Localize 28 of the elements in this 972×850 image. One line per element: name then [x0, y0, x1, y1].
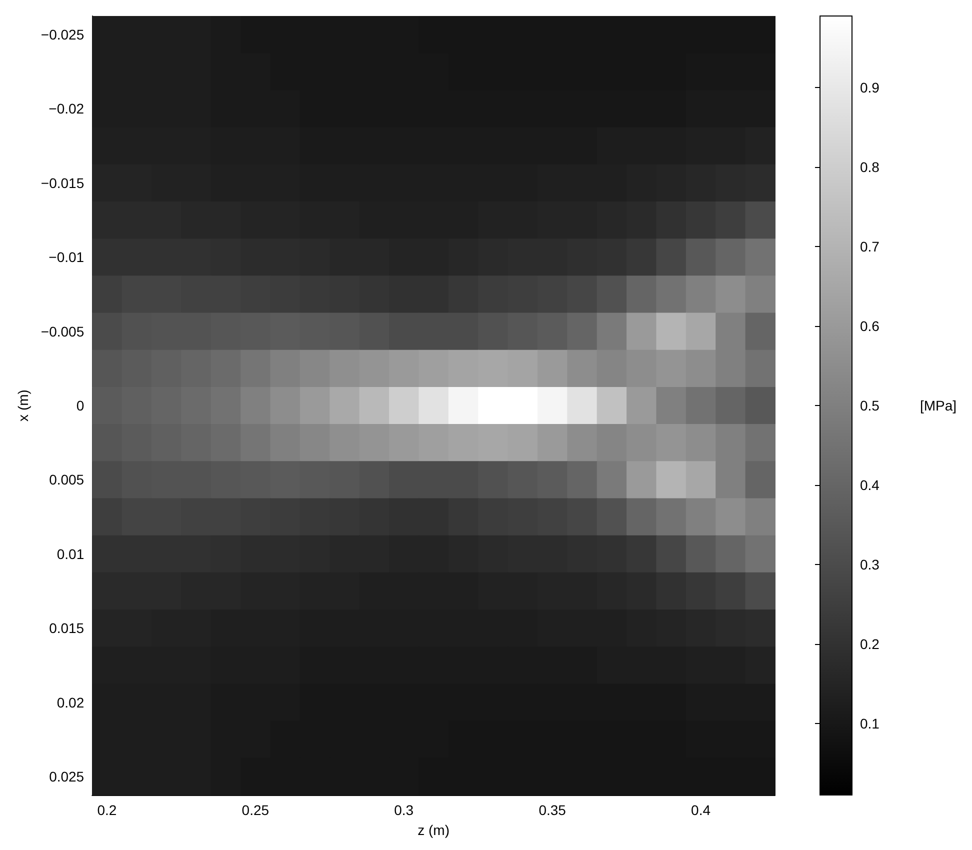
color-bar-label: 0.6 [860, 318, 880, 334]
y-tick-label: 0.005 [49, 472, 84, 488]
y-tick-label: −0.025 [40, 26, 84, 43]
y-tick-label: −0.02 [48, 100, 84, 117]
color-bar-label: 0.9 [860, 80, 880, 96]
y-tick-label: −0.015 [40, 174, 84, 191]
x-tick-label: 0.4 [691, 802, 711, 818]
y-axis-title: x (m) [15, 390, 31, 422]
color-bar-label: 0.1 [860, 715, 880, 732]
x-tick-label: 0.35 [538, 802, 566, 818]
y-tick-label: −0.01 [48, 249, 84, 266]
color-bar-label: 0.5 [860, 398, 880, 414]
color-bar-label: 0.3 [860, 556, 880, 572]
color-bar-label: 0.8 [860, 159, 880, 176]
x-tick-label: 0.2 [97, 802, 117, 818]
y-tick-label: −0.005 [40, 323, 84, 340]
color-bar-label: 0.4 [860, 476, 880, 493]
color-bar-title: [MPa] [920, 398, 957, 414]
y-tick-label: 0.01 [56, 546, 84, 562]
y-tick-label: 0.02 [56, 694, 84, 710]
color-bar-label: 0.7 [860, 238, 880, 255]
color-bar-label: 0.2 [860, 636, 880, 652]
y-tick-label: 0 [76, 398, 84, 414]
y-tick-label: 0.025 [49, 768, 84, 784]
x-axis-title: z (m) [418, 822, 450, 838]
x-tick-label: 0.25 [242, 802, 270, 818]
x-tick-label: 0.3 [394, 802, 414, 818]
y-tick-label: 0.015 [49, 620, 84, 636]
